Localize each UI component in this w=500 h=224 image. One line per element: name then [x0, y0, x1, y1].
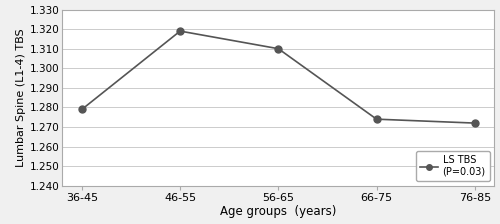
Y-axis label: Lumbar Spine (L1-4) TBS: Lumbar Spine (L1-4) TBS	[16, 28, 26, 167]
Legend: LS TBS
(P=0.03): LS TBS (P=0.03)	[416, 151, 490, 181]
X-axis label: Age groups  (years): Age groups (years)	[220, 205, 336, 218]
